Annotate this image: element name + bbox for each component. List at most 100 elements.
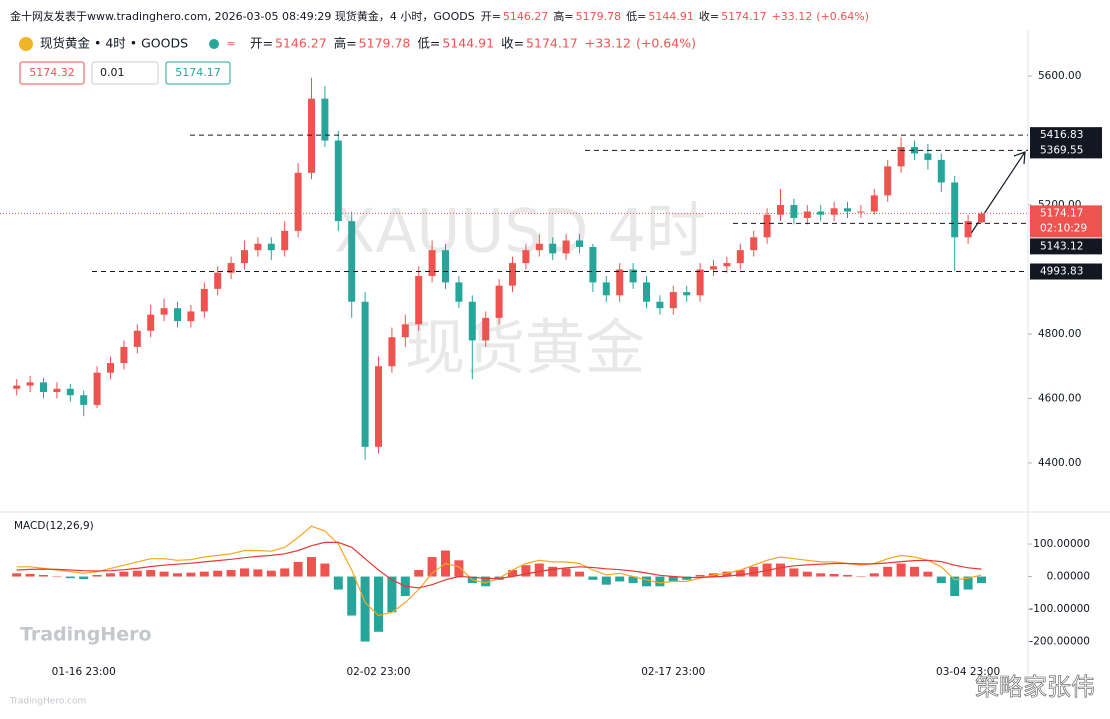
candle-body: [147, 314, 155, 331]
candle-body: [401, 324, 409, 338]
ohlc-value: 5146.27: [503, 10, 549, 23]
candle-body: [844, 208, 851, 212]
candle-body: [857, 211, 865, 213]
macd-bar: [173, 573, 182, 577]
macd-bar: [642, 576, 651, 587]
macd-bar: [923, 571, 933, 577]
header-text: 金十网友发表于www.tradinghero.com, 2026-03-05 0…: [10, 9, 475, 23]
buy-button[interactable]: [165, 61, 231, 85]
quantity-input[interactable]: [91, 61, 159, 85]
y-tick-label: 100.00000: [1033, 538, 1090, 550]
sell-price[interactable]: 5174.32: [29, 66, 75, 79]
candle-body: [187, 311, 195, 322]
candle-body: [803, 211, 811, 218]
candle-body: [723, 263, 731, 267]
candle-body: [442, 250, 449, 283]
change: +33.12: [772, 10, 813, 23]
macd-bar: [65, 576, 75, 579]
macd-line: [16, 541, 982, 589]
chart-title: 现货黄金 • 4时 • GOODS: [40, 36, 188, 51]
macd-bar: [628, 576, 638, 584]
x-tick-label: 02-02 23:00: [346, 666, 410, 678]
candle-body: [576, 240, 583, 247]
candle-body: [978, 213, 985, 223]
macd-bar: [843, 574, 852, 577]
logo: TradingHero: [20, 624, 152, 646]
candle-body: [468, 301, 476, 341]
candle-body: [26, 382, 34, 386]
level-label: 5369.55: [1040, 144, 1083, 156]
macd-bar: [333, 576, 343, 590]
macd-bar: [963, 576, 973, 590]
macd-bar: [950, 576, 960, 597]
macd-bar: [508, 570, 517, 577]
candle-body: [133, 330, 141, 347]
macd-bar: [159, 571, 169, 577]
candle-body: [549, 243, 557, 254]
candle-body: [321, 98, 329, 141]
buy-price[interactable]: 5174.17: [175, 66, 221, 79]
macd-bar: [601, 576, 611, 585]
candle-body: [495, 285, 503, 318]
level-box: [1030, 238, 1102, 255]
site: TradingHero.com: [9, 697, 86, 707]
candle-body: [562, 240, 570, 254]
change: +33.12: [585, 36, 631, 51]
candle-body: [951, 182, 959, 238]
candle-body: [736, 250, 744, 264]
macd-bar: [414, 570, 424, 577]
ohlc-value: 5174.17: [721, 10, 767, 23]
candle-body: [629, 269, 637, 283]
macd-bar: [722, 571, 732, 577]
candle-body: [388, 337, 396, 367]
macd-bar: [588, 576, 598, 580]
status-dot: [209, 39, 219, 49]
watermark: 现货黄金: [405, 314, 645, 384]
candle-body: [777, 205, 784, 215]
candle-body: [482, 317, 490, 341]
macd-bar: [240, 568, 249, 577]
macd-bar: [293, 561, 303, 577]
x-tick-label: 01-16 23:00: [52, 666, 116, 678]
candle-body: [267, 243, 275, 251]
y-tick-label: -200.00000: [1029, 636, 1090, 648]
change-pct: (+0.64%): [816, 10, 869, 23]
macd-bar: [25, 573, 35, 577]
macd-bar: [548, 566, 558, 577]
candle-body: [964, 221, 972, 238]
macd-title: MACD(12,26,9): [14, 520, 94, 532]
candle-body: [937, 159, 945, 183]
macd-bar: [320, 563, 330, 577]
candle-body: [361, 301, 369, 447]
candle-body: [227, 263, 235, 273]
ohlc-value: 5146.27: [275, 36, 327, 51]
ohlc-label: 开=: [250, 36, 273, 51]
macd-bar: [936, 576, 946, 584]
macd-bar: [856, 576, 866, 578]
sell-button[interactable]: [19, 61, 85, 85]
candle-body: [924, 153, 932, 160]
indicator-icon[interactable]: ≈: [226, 37, 235, 50]
y-tick-label: 4400.00: [1038, 457, 1081, 469]
ohlc-value: 5144.91: [648, 10, 694, 23]
quantity[interactable]: 0.01: [100, 66, 125, 79]
candle-body: [830, 208, 838, 215]
candle-body: [643, 282, 650, 302]
ohlc-label: 低=: [626, 10, 646, 23]
symbol-icon: [19, 37, 33, 51]
candle-body: [80, 395, 88, 405]
candle-body: [897, 147, 905, 167]
macd-bar: [427, 557, 437, 577]
macd-bar: [977, 576, 986, 584]
candle-body: [160, 308, 168, 315]
candle-body: [53, 388, 61, 393]
candle-body: [602, 282, 610, 296]
last-price-label: 5174.17: [1040, 207, 1083, 219]
y-tick-label: 0.00000: [1047, 571, 1090, 583]
candle-body: [13, 385, 21, 389]
candle-body: [509, 263, 516, 286]
ohlc-value: 5179.78: [576, 10, 622, 23]
macd-bar: [374, 576, 383, 632]
y-tick-label: 5600.00: [1038, 70, 1081, 82]
candle-body: [375, 366, 382, 447]
